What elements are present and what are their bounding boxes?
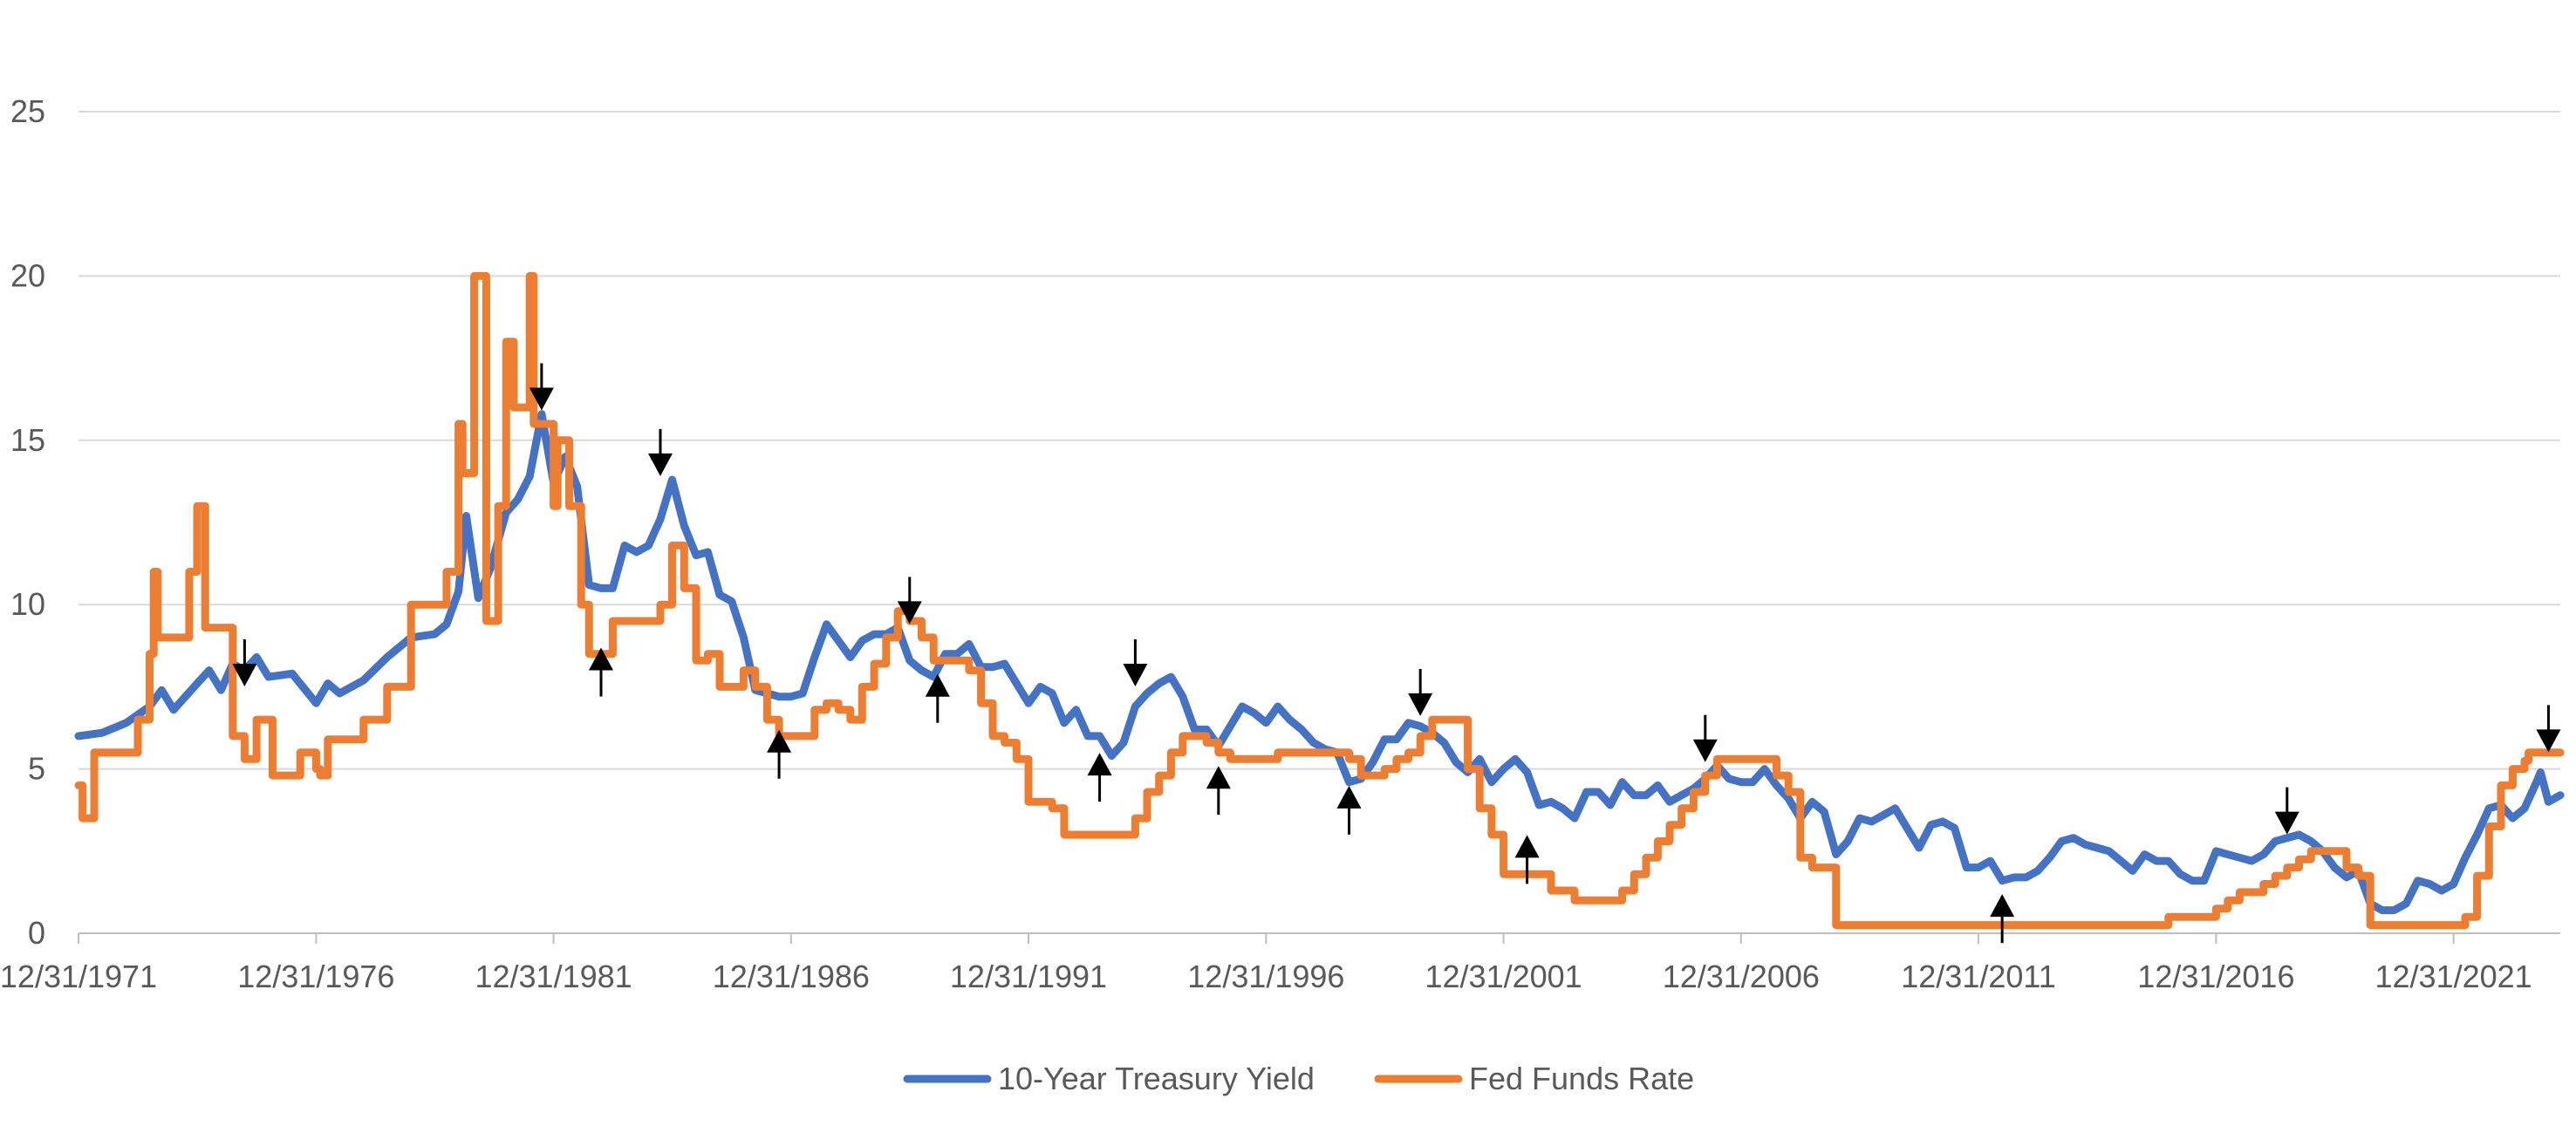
arrow-up-icon bbox=[925, 673, 950, 723]
x-tick-label: 12/31/1996 bbox=[1187, 959, 1344, 994]
y-axis-tick-labels: 0 5 10 15 20 25 bbox=[10, 93, 45, 951]
y-tick-label: 0 bbox=[28, 915, 45, 951]
arrow-down-icon bbox=[1408, 668, 1433, 716]
arrow-down-icon bbox=[1692, 714, 1718, 762]
legend: 10-Year Treasury Yield Fed Funds Rate bbox=[903, 1061, 1694, 1096]
arrow-up-icon bbox=[1206, 766, 1231, 816]
arrow-up-icon bbox=[767, 729, 792, 779]
arrow-down-icon bbox=[897, 577, 922, 625]
arrow-up-icon bbox=[1514, 835, 1540, 884]
y-tick-label: 25 bbox=[10, 93, 45, 129]
y-tick-label: 15 bbox=[10, 422, 45, 458]
x-tick-label: 12/31/1991 bbox=[950, 959, 1107, 994]
series-line-fed-funds-rate bbox=[74, 271, 2565, 930]
arrow-down-icon bbox=[2536, 705, 2561, 753]
arrow-down-icon bbox=[529, 363, 554, 411]
x-tick-label: 12/31/2011 bbox=[1901, 959, 2056, 994]
y-tick-label: 20 bbox=[10, 257, 45, 293]
annotation-arrows bbox=[232, 363, 2561, 944]
x-tick-label: 12/31/1981 bbox=[475, 959, 632, 994]
y-tick-label: 5 bbox=[28, 751, 45, 787]
gridlines bbox=[79, 111, 2560, 770]
plot-area bbox=[74, 271, 2565, 930]
series-line-10-year-treasury-yield bbox=[74, 410, 2565, 915]
legend-label: 10-Year Treasury Yield bbox=[998, 1061, 1315, 1096]
x-tick-label: 12/31/2001 bbox=[1425, 959, 1582, 994]
arrow-up-icon bbox=[1336, 785, 1362, 835]
legend-item-fed-funds-rate: Fed Funds Rate bbox=[1374, 1061, 1694, 1096]
legend-item-10-year-treasury-yield: 10-Year Treasury Yield bbox=[903, 1061, 1315, 1096]
arrow-up-icon bbox=[1087, 753, 1112, 802]
arrow-down-icon bbox=[232, 639, 257, 687]
x-tick-label: 12/31/1986 bbox=[713, 959, 870, 994]
arrow-up-icon bbox=[1990, 894, 2015, 944]
x-tick-label: 12/31/1976 bbox=[237, 959, 394, 994]
x-axis bbox=[78, 932, 2560, 944]
x-tick-label: 12/31/2016 bbox=[2137, 959, 2294, 994]
x-axis-tick-labels: 12/31/1971 12/31/1976 12/31/1981 12/31/1986… bbox=[0, 959, 2532, 994]
x-tick-label: 12/31/1971 bbox=[0, 959, 157, 994]
y-tick-label: 10 bbox=[10, 586, 45, 622]
arrow-down-icon bbox=[2274, 787, 2299, 835]
arrow-down-icon bbox=[647, 428, 673, 476]
arrow-down-icon bbox=[1123, 639, 1148, 687]
legend-label: Fed Funds Rate bbox=[1469, 1061, 1694, 1096]
arrow-up-icon bbox=[588, 647, 613, 697]
x-tick-label: 12/31/2006 bbox=[1663, 959, 1820, 994]
x-tick-label: 12/31/2021 bbox=[2375, 959, 2532, 994]
